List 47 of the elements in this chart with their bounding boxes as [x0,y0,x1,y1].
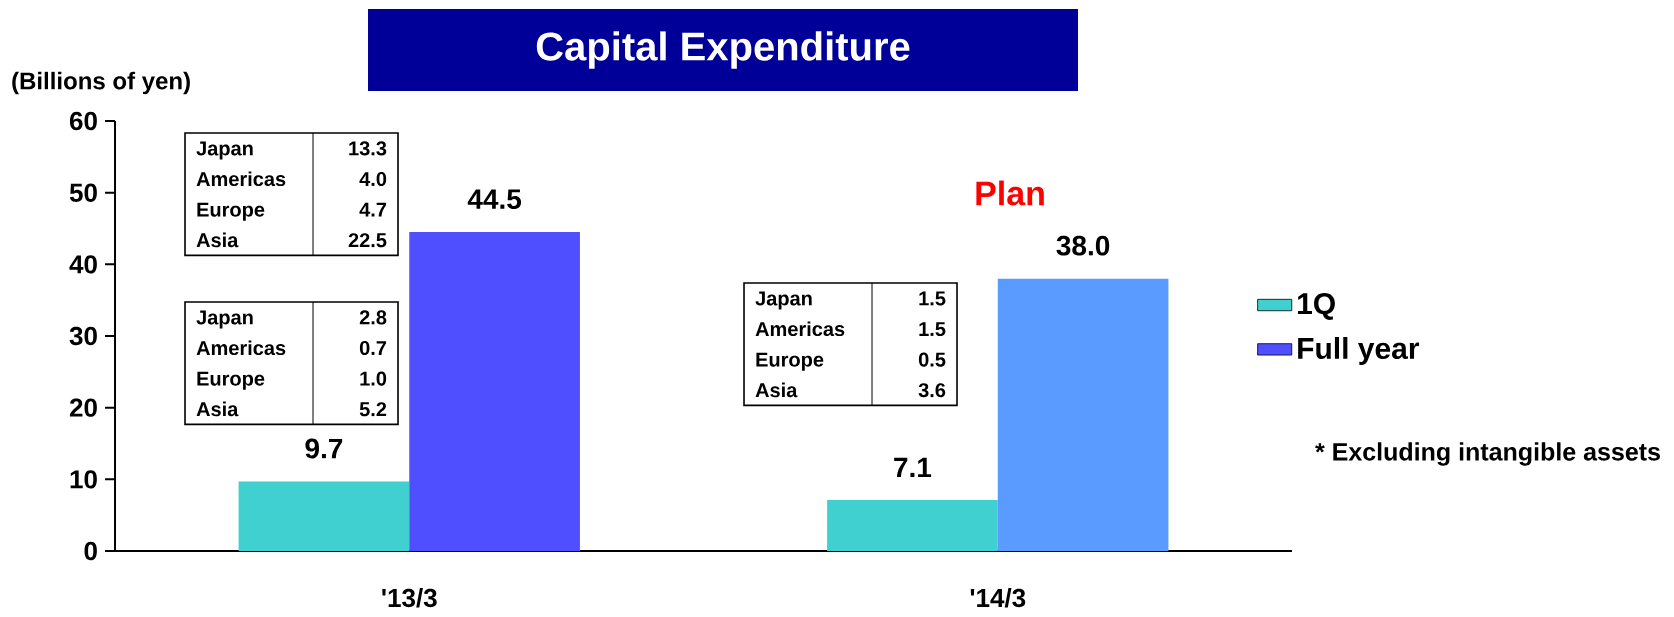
x-tick-label: '13/3 [382,588,437,608]
annotation: 3.6 [918,383,946,398]
y-tick-label: 10 [70,470,97,489]
x-tick-label: '14/3 [970,588,1026,608]
annotation: 5.2 [359,402,387,417]
annotation: Asia [196,401,239,417]
data-label: 44.5 [467,189,522,210]
y-axis-title: (Billions of yen) [12,71,190,95]
y-tick-label: 50 [69,183,97,202]
annotation: 4.0 [359,171,387,187]
bar [997,278,1169,551]
annotation: 1.5 [919,322,946,337]
annotation: Asia [755,382,798,398]
y-tick-label: 30 [69,326,97,346]
annotation: 0.7 [359,340,387,356]
bar [827,500,998,551]
bar [409,232,580,551]
annotation: 2.8 [359,310,387,325]
legend-label: Full year [1298,337,1420,365]
annotation: 22.5 [348,233,387,248]
bar [238,481,410,551]
annotation: Japan [196,310,253,329]
annotation: 1.0 [360,371,387,386]
annotation: 1.5 [919,291,946,306]
annotation: Americas [196,171,286,187]
legend-label: 1Q [1298,293,1335,320]
annotation: 13.3 [349,141,387,156]
annotation: Japan [755,291,812,310]
chart-title: Capital Expenditure [536,31,910,69]
y-tick-label: 20 [69,398,97,417]
y-tick-label: 60 [69,111,97,131]
data-label: 7.1 [894,457,932,478]
annotation: 0.5 [918,352,946,367]
text: * Excluding intangible assets [1315,442,1660,466]
annotation: Europe [197,371,265,390]
annotation: Japan [196,141,253,160]
annotation: Europe [197,202,265,221]
annotation: Asia [196,232,239,248]
annotation: Europe [756,352,824,371]
annotation: Plan [976,180,1044,206]
y-tick-label: 0 [84,541,97,561]
annotation: 4.7 [359,202,387,217]
annotation: Americas [196,340,286,356]
data-label: 38.0 [1056,235,1110,256]
y-tick-label: 40 [69,255,97,274]
data-label: 9.7 [305,438,343,459]
annotation: Americas [755,321,845,337]
